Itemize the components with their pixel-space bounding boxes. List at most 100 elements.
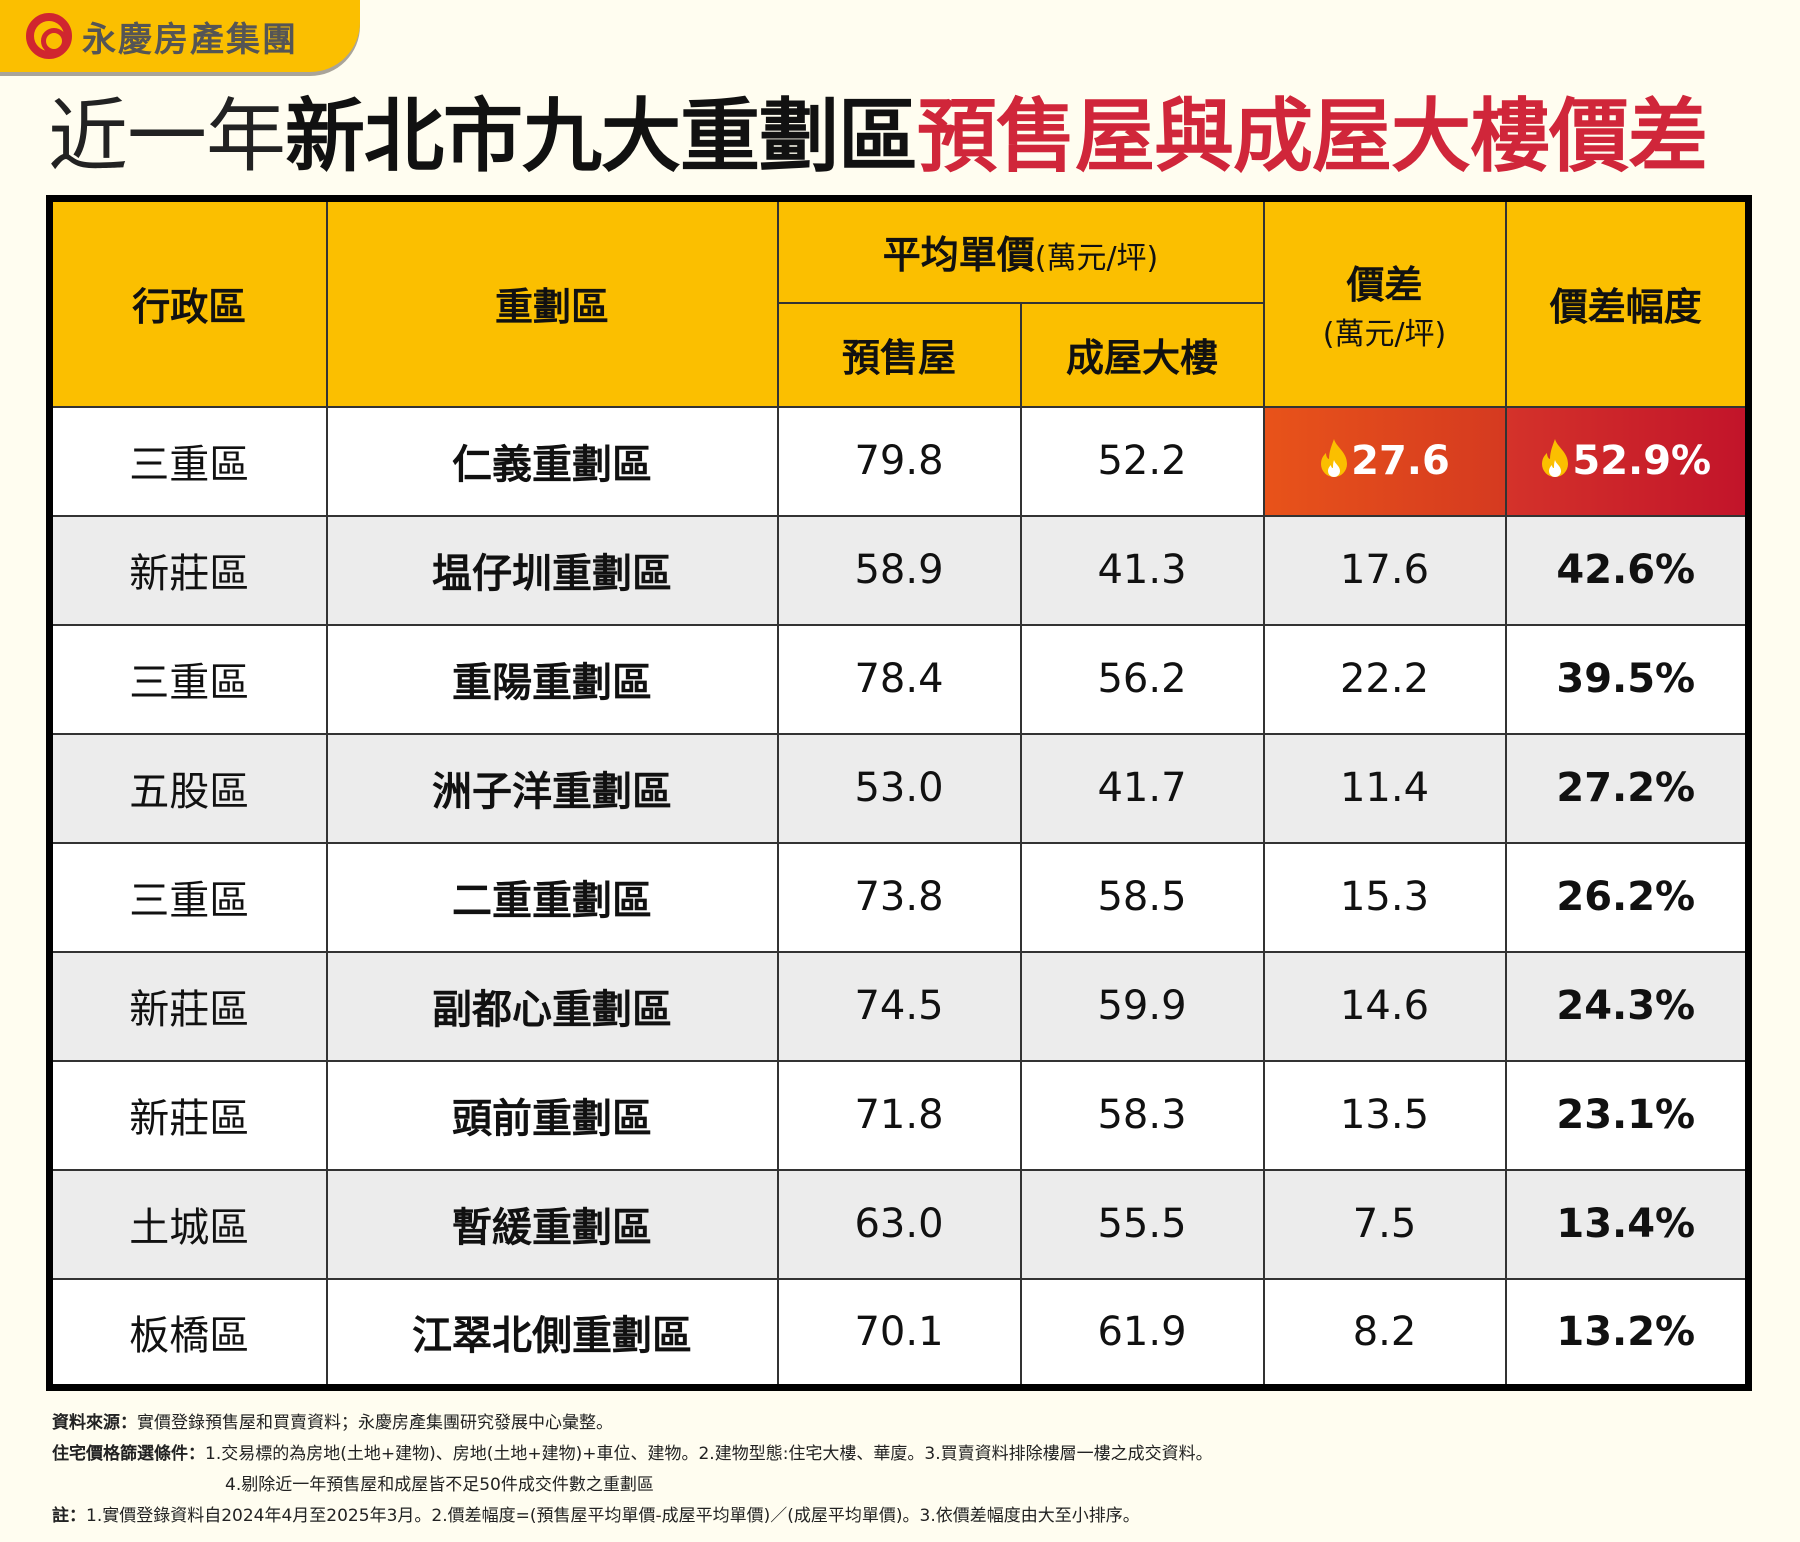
diff-cell-value: 8.2 — [1352, 1308, 1417, 1355]
presale-cell-value: 78.4 — [854, 656, 944, 702]
diff-cell-value: 7.5 — [1352, 1201, 1417, 1247]
existing-cell-value: 41.7 — [1097, 765, 1187, 811]
avg-price-label: 平均單價 — [882, 233, 1035, 278]
table-row: 三重區 重陽重劃區 78.4 56.2 22.2 39.5% — [48, 623, 1750, 735]
zone-cell-value: 暫緩重劃區 — [452, 1205, 652, 1251]
zone-cell: 二重重劃區 — [325, 841, 779, 953]
diff-cell: 11.4 — [1262, 732, 1507, 844]
note-text: 1.實價登錄資料自2024年4月至2025年3月。2.價差幅度=(預售屋平均單價… — [86, 1506, 1140, 1526]
ratio-cell: 42.6% — [1504, 514, 1750, 626]
district-cell-value: 板橋區 — [129, 1312, 250, 1359]
existing-cell: 59.9 — [1019, 950, 1265, 1062]
presale-cell: 53.0 — [776, 732, 1022, 844]
table-row: 新莊區 塭仔圳重劃區 58.9 41.3 17.6 42.6% — [48, 514, 1750, 626]
zone-cell-value: 頭前重劃區 — [452, 1096, 652, 1142]
district-cell-value: 五股區 — [129, 769, 250, 815]
table-row: 土城區 暫緩重劃區 63.0 55.5 7.5 13.4% — [48, 1168, 1750, 1280]
criteria-label: 住宅價格篩選條件： — [52, 1444, 205, 1464]
table-row: 新莊區 頭前重劃區 71.8 58.3 13.5 23.1% — [48, 1059, 1750, 1171]
logo: 永慶房產集團 — [0, 0, 360, 72]
existing-cell-value: 52.2 — [1097, 438, 1187, 484]
logo-text: 永慶房產集團 — [82, 19, 298, 60]
zone-cell-value: 副都心重劃區 — [432, 987, 672, 1033]
fire-icon — [1542, 439, 1569, 477]
district-cell-value: 三重區 — [129, 660, 250, 706]
ratio-cell-value: 52.9% — [1572, 438, 1712, 484]
presale-cell: 58.9 — [776, 514, 1022, 626]
ratio-cell: 23.1% — [1504, 1059, 1750, 1171]
page-title: 近一年新北市九大重劃區預售屋與成屋大樓價差 — [48, 92, 1708, 182]
diff-cell: 15.3 — [1262, 841, 1507, 953]
header-diff: 價差 (萬元/坪) — [1262, 197, 1507, 408]
zone-cell: 暫緩重劃區 — [325, 1168, 779, 1280]
diff-unit: (萬元/坪) — [1322, 317, 1447, 353]
diff-cell-value: 22.2 — [1339, 656, 1430, 702]
existing-cell-value: 61.9 — [1097, 1308, 1187, 1355]
header-avg-price: 平均單價(萬元/坪) — [776, 197, 1265, 304]
district-cell: 三重區 — [48, 405, 328, 517]
district-cell-value: 新莊區 — [129, 1096, 250, 1142]
existing-cell: 56.2 — [1019, 623, 1265, 735]
presale-cell: 63.0 — [776, 1168, 1022, 1280]
zone-cell-value: 二重重劃區 — [452, 878, 652, 924]
presale-cell-value: 73.8 — [854, 874, 944, 920]
zone-cell-value: 仁義重劃區 — [452, 442, 652, 488]
existing-cell: 58.3 — [1019, 1059, 1265, 1171]
diff-cell-value: 27.6 — [1351, 438, 1450, 484]
existing-cell-value: 41.3 — [1097, 547, 1187, 593]
ratio-cell: 26.2% — [1504, 841, 1750, 953]
existing-cell: 41.3 — [1019, 514, 1265, 626]
district-cell: 三重區 — [48, 841, 328, 953]
source-text: 實價登錄預售屋和買賣資料；永慶房產集團研究發展中心彙整。 — [137, 1413, 613, 1433]
district-cell-value: 新莊區 — [129, 987, 250, 1033]
diff-cell: 22.2 — [1262, 623, 1507, 735]
diff-cell: 14.6 — [1262, 950, 1507, 1062]
presale-cell-value: 74.5 — [854, 983, 944, 1029]
ratio-cell-value: 39.5% — [1556, 656, 1696, 702]
criteria-text-2: 4.剔除近一年預售屋和成屋皆不足50件成交件數之重劃區 — [225, 1475, 654, 1495]
diff-cell-value: 14.6 — [1339, 983, 1430, 1029]
zone-cell: 洲子洋重劃區 — [325, 732, 779, 844]
presale-cell: 73.8 — [776, 841, 1022, 953]
district-cell: 新莊區 — [48, 1059, 328, 1171]
header-zone: 重劃區 — [325, 197, 779, 408]
source-label: 資料來源： — [52, 1413, 137, 1433]
existing-cell: 52.2 — [1019, 405, 1265, 517]
diff-label: 價差 — [1346, 263, 1423, 308]
district-cell: 土城區 — [48, 1168, 328, 1280]
district-cell-value: 三重區 — [129, 878, 250, 924]
presale-cell: 74.5 — [776, 950, 1022, 1062]
presale-cell-value: 70.1 — [854, 1308, 944, 1355]
presale-cell: 71.8 — [776, 1059, 1022, 1171]
diff-cell: 7.5 — [1262, 1168, 1507, 1280]
logo-mark-icon — [26, 13, 72, 59]
district-cell: 三重區 — [48, 623, 328, 735]
diff-cell: 17.6 — [1262, 514, 1507, 626]
existing-cell-value: 56.2 — [1097, 656, 1187, 702]
ratio-cell-value: 24.3% — [1556, 983, 1696, 1029]
ratio-cell-value: 13.2% — [1556, 1308, 1696, 1355]
presale-cell: 70.1 — [776, 1277, 1022, 1389]
zone-cell: 重陽重劃區 — [325, 623, 779, 735]
presale-cell-value: 79.8 — [854, 438, 944, 484]
presale-cell-value: 58.9 — [854, 547, 944, 593]
existing-cell-value: 58.5 — [1097, 874, 1187, 920]
district-cell-value: 三重區 — [129, 442, 250, 488]
ratio-cell-value: 26.2% — [1556, 874, 1696, 920]
criteria-text-1: 1.交易標的為房地(土地+建物)、房地(土地+建物)+車位、建物。2.建物型態:… — [205, 1444, 1213, 1464]
table-row: 板橋區 江翠北側重劃區 70.1 61.9 8.2 13.2% — [48, 1277, 1750, 1389]
ratio-cell-value: 27.2% — [1556, 765, 1696, 811]
presale-cell: 79.8 — [776, 405, 1022, 517]
ratio-cell: 13.4% — [1504, 1168, 1750, 1280]
existing-cell: 58.5 — [1019, 841, 1265, 953]
district-cell-value: 新莊區 — [129, 551, 250, 597]
diff-cell: 8.2 — [1262, 1277, 1507, 1389]
header-ratio: 價差幅度 — [1504, 197, 1750, 408]
zone-cell-value: 重陽重劃區 — [452, 660, 652, 706]
existing-cell: 41.7 — [1019, 732, 1265, 844]
table-row: 新莊區 副都心重劃區 74.5 59.9 14.6 24.3% — [48, 950, 1750, 1062]
diff-cell: 27.6 — [1262, 405, 1507, 517]
zone-cell: 塭仔圳重劃區 — [325, 514, 779, 626]
header-district: 行政區 — [48, 197, 328, 408]
zone-cell-value: 塭仔圳重劃區 — [432, 551, 672, 597]
